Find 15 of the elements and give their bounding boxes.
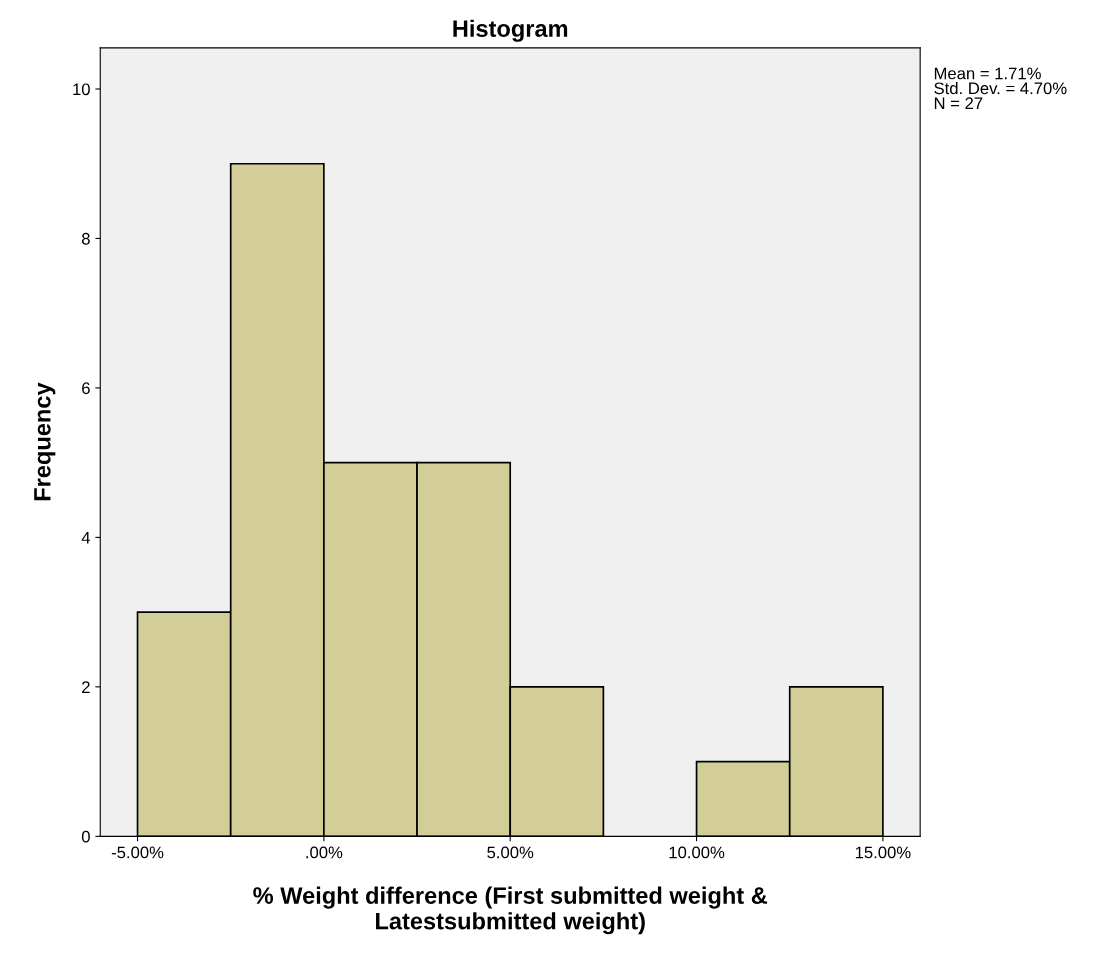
- y-tick-label: 4: [81, 531, 91, 544]
- x-tick-label: 5.00%: [487, 846, 534, 859]
- x-tick-label: 15.00%: [855, 846, 911, 859]
- y-tick-label: 2: [82, 681, 90, 693]
- x-tick-label: .00%: [306, 846, 343, 859]
- y-axis-title: Frequency: [34, 382, 56, 501]
- chart-title: Histogram: [453, 19, 568, 42]
- y-tick-label: 8: [81, 232, 90, 245]
- text: Mean = 1.71% Std. Dev. = 4.70% N = 27: [934, 67, 1067, 109]
- x-tick-label: -5.00%: [111, 846, 164, 859]
- x-tick-label: 10.00%: [669, 846, 725, 859]
- y-tick-label: 10: [73, 83, 90, 96]
- y-tick-label: 6: [82, 382, 90, 395]
- x-axis-title: % Weight difference (First submitted weight & Latestsubmitted weight): [253, 886, 768, 935]
- y-tick-label: 0: [81, 830, 90, 843]
